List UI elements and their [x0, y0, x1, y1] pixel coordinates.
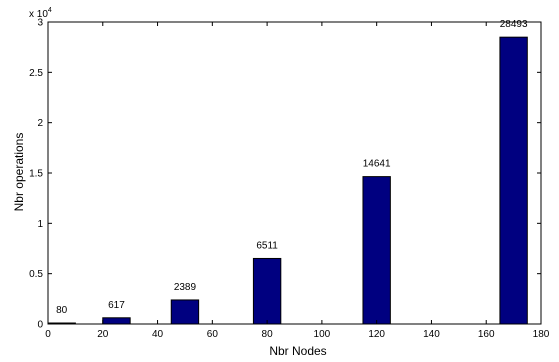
y-axis-exponent: x 104 — [29, 7, 52, 20]
y-tick-label: 2.5 — [29, 68, 43, 79]
x-tick-label: 80 — [262, 329, 274, 340]
x-tick-label: 60 — [207, 329, 219, 340]
x-tick-label: 140 — [423, 329, 440, 340]
x-tick-label: 100 — [314, 329, 331, 340]
bar-data-label: 80 — [56, 305, 68, 316]
x-tick-label: 120 — [368, 329, 385, 340]
y-tick-label: 2 — [37, 118, 43, 129]
bar — [252, 257, 282, 325]
y-exponent-base: x 10 — [29, 9, 48, 20]
x-tick-label: 160 — [478, 329, 495, 340]
y-tick-label: 0.5 — [29, 269, 43, 280]
x-tick-label: 20 — [97, 329, 109, 340]
bar — [170, 299, 200, 325]
x-tick-label: 40 — [152, 329, 164, 340]
x-axis-label: Nbr Nodes — [269, 344, 326, 358]
x-tick-label: 0 — [45, 329, 51, 340]
y-tick-label: 3 — [37, 18, 43, 29]
bar-data-label: 617 — [108, 300, 125, 311]
x-tick-label: 180 — [533, 329, 550, 340]
bar-data-label: 2389 — [174, 282, 197, 293]
y-tick-label: 0 — [37, 320, 43, 331]
bar — [499, 36, 528, 325]
y-tick-label: 1.5 — [29, 169, 43, 180]
bar-data-label: 6511 — [256, 240, 278, 251]
bar — [362, 176, 391, 325]
x-axis-ticks: 0 20 40 60 80 100 120 140 160 180 — [45, 22, 550, 340]
data-labels-group: 80 617 2389 6511 14641 28493 — [56, 19, 528, 316]
bar — [102, 317, 131, 325]
bar-data-label: 14641 — [363, 159, 391, 170]
y-axis-ticks: 0 0.5 1 1.5 2 2.5 3 — [29, 18, 541, 331]
y-exponent-power: 4 — [48, 7, 52, 14]
bars-group — [47, 36, 528, 325]
y-tick-label: 1 — [37, 219, 43, 230]
y-axis-label: Nbr operations — [12, 133, 26, 212]
bar-data-label: 28493 — [500, 19, 528, 30]
